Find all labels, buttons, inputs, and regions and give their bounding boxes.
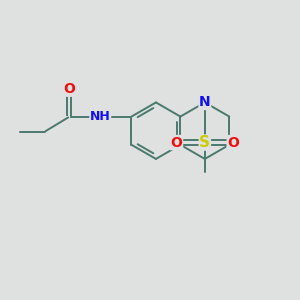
Text: O: O	[63, 82, 75, 96]
Text: NH: NH	[90, 110, 111, 123]
Text: S: S	[200, 135, 210, 150]
Text: O: O	[171, 136, 183, 150]
Text: O: O	[227, 136, 239, 150]
Text: N: N	[199, 95, 211, 110]
